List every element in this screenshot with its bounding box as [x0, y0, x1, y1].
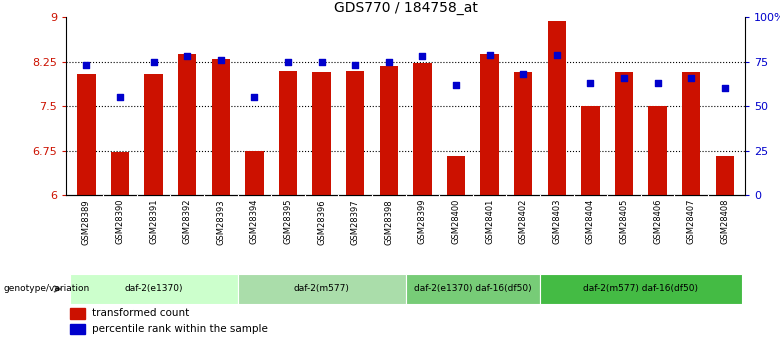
Text: GSM28396: GSM28396	[317, 199, 326, 245]
Text: percentile rank within the sample: percentile rank within the sample	[92, 324, 268, 334]
Text: genotype/variation: genotype/variation	[4, 284, 90, 294]
Point	[517, 71, 530, 77]
Text: GSM28400: GSM28400	[452, 199, 460, 244]
Bar	[682, 72, 700, 195]
Point	[80, 62, 93, 68]
Bar	[144, 73, 163, 195]
Title: GDS770 / 184758_at: GDS770 / 184758_at	[334, 1, 477, 15]
Bar	[406, 274, 540, 304]
Text: GSM28402: GSM28402	[519, 199, 528, 244]
Point	[181, 53, 193, 59]
Bar	[69, 274, 238, 304]
Point	[315, 59, 328, 65]
Text: GSM28401: GSM28401	[485, 199, 494, 244]
Bar	[245, 151, 264, 195]
Bar	[178, 54, 197, 195]
Point	[651, 80, 664, 86]
Bar	[312, 72, 331, 195]
Text: GSM28397: GSM28397	[351, 199, 360, 245]
Bar	[581, 106, 600, 195]
Point	[450, 82, 463, 88]
Text: daf-2(e1370) daf-16(df50): daf-2(e1370) daf-16(df50)	[414, 284, 532, 294]
Point	[417, 53, 429, 59]
Bar	[238, 274, 406, 304]
Text: GSM28408: GSM28408	[720, 199, 729, 244]
Text: GSM28407: GSM28407	[686, 199, 696, 244]
Point	[551, 52, 563, 57]
Text: daf-2(m577) daf-16(df50): daf-2(m577) daf-16(df50)	[583, 284, 698, 294]
Bar	[615, 72, 633, 195]
Text: GSM28392: GSM28392	[183, 199, 192, 244]
Bar	[380, 66, 398, 195]
Bar	[447, 156, 465, 195]
Point	[248, 95, 261, 100]
Point	[685, 75, 697, 80]
Text: transformed count: transformed count	[92, 308, 190, 318]
Text: daf-2(e1370): daf-2(e1370)	[124, 284, 183, 294]
Text: GSM28391: GSM28391	[149, 199, 158, 244]
Bar	[413, 63, 431, 195]
Text: GSM28403: GSM28403	[552, 199, 562, 244]
Point	[718, 86, 731, 91]
Bar	[648, 106, 667, 195]
Point	[215, 57, 227, 63]
Text: GSM28405: GSM28405	[619, 199, 629, 244]
Point	[147, 59, 160, 65]
Bar	[111, 152, 129, 195]
Bar	[69, 324, 84, 334]
Bar	[77, 73, 96, 195]
Text: GSM28394: GSM28394	[250, 199, 259, 244]
Bar	[211, 59, 230, 195]
Text: GSM28404: GSM28404	[586, 199, 595, 244]
Text: GSM28389: GSM28389	[82, 199, 91, 245]
Point	[618, 75, 630, 80]
Text: GSM28406: GSM28406	[653, 199, 662, 244]
Point	[282, 59, 294, 65]
Bar	[715, 156, 734, 195]
Bar	[540, 274, 742, 304]
Text: GSM28390: GSM28390	[115, 199, 125, 244]
Bar	[278, 71, 297, 195]
Point	[114, 95, 126, 100]
Bar	[514, 72, 533, 195]
Text: GSM28399: GSM28399	[418, 199, 427, 244]
Point	[349, 62, 361, 68]
Bar	[346, 71, 364, 195]
Point	[382, 59, 395, 65]
Point	[584, 80, 597, 86]
Bar	[480, 54, 499, 195]
Text: GSM28395: GSM28395	[283, 199, 292, 244]
Bar	[69, 308, 84, 319]
Text: GSM28398: GSM28398	[385, 199, 393, 245]
Bar	[548, 21, 566, 195]
Point	[484, 52, 496, 57]
Text: GSM28393: GSM28393	[216, 199, 225, 245]
Text: daf-2(m577): daf-2(m577)	[294, 284, 349, 294]
